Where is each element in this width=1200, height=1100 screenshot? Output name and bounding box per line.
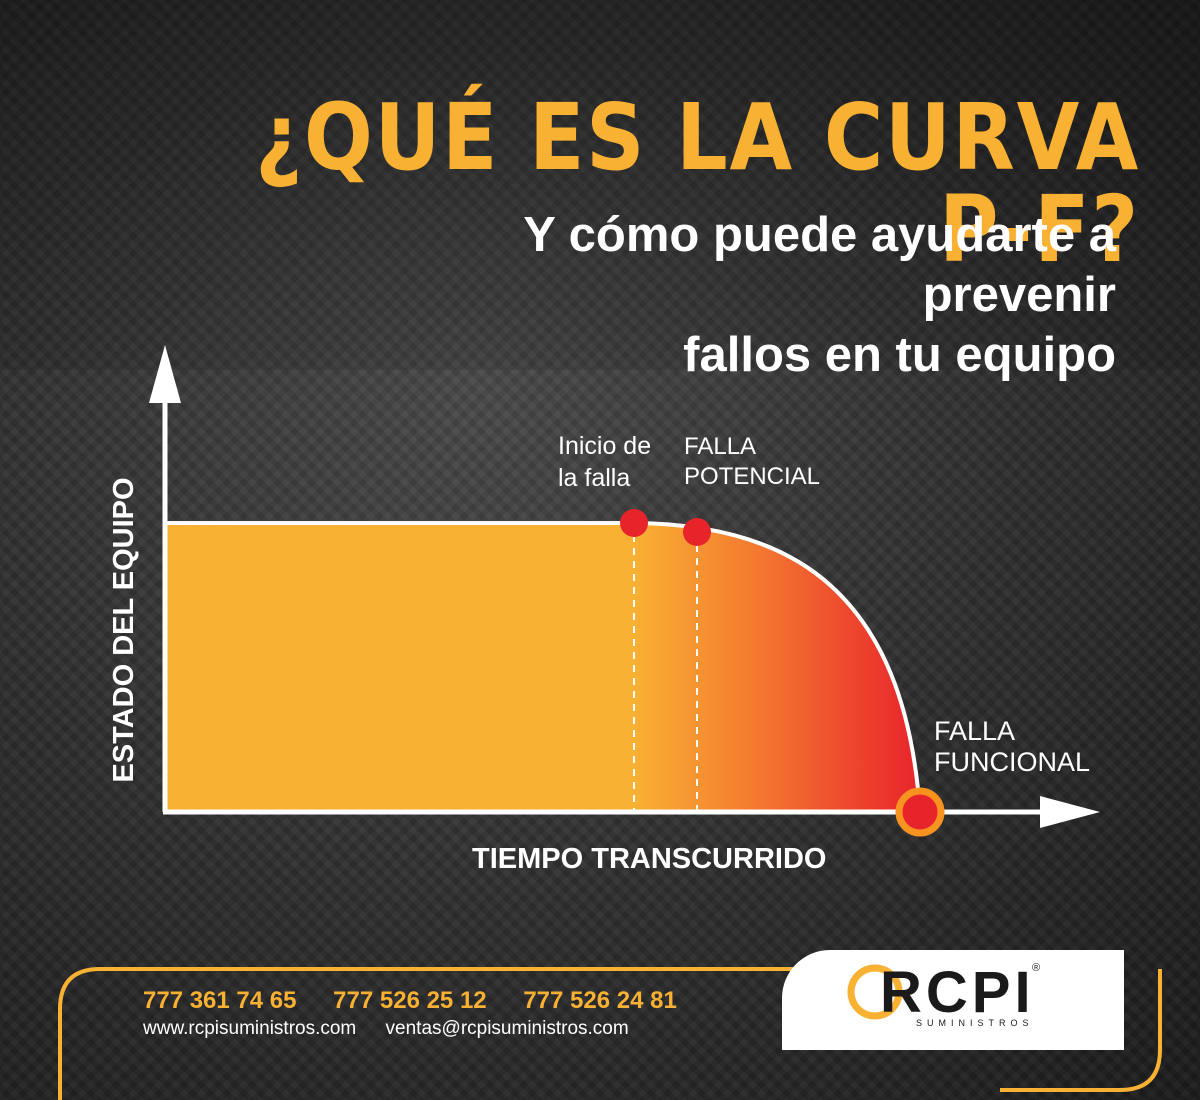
subtitle-line-2: fallos en tu equipo <box>683 328 1116 382</box>
website-link[interactable]: www.rcpisuministros.com <box>143 1018 357 1039</box>
phone-list: 777 361 74 65 777 526 25 12 777 526 24 8… <box>143 987 707 1015</box>
phone-number-2[interactable]: 777 526 25 12 <box>333 987 487 1014</box>
falla-funcional-label-2: FUNCIONAL <box>934 747 1090 777</box>
subtitle-line-1: Y cómo puede ayudarte a prevenir <box>523 208 1116 322</box>
footer-outline <box>58 967 1162 1100</box>
falla-funcional-marker <box>895 787 945 837</box>
logo-registered-mark: ® <box>1032 962 1041 974</box>
falla-potencial-label-2: POTENCIAL <box>684 463 820 490</box>
email-link[interactable]: ventas@rcpisuministros.com <box>385 1018 629 1039</box>
y-axis-label: ESTADO DEL EQUIPO <box>108 477 140 782</box>
logo-card <box>782 950 1124 1050</box>
contact-list: www.rcpisuministros.com ventas@rcpisumin… <box>143 1018 653 1040</box>
x-axis-arrow <box>1040 796 1100 828</box>
y-axis-arrow <box>149 345 181 403</box>
falla-potencial-marker <box>683 518 711 546</box>
phone-number-3[interactable]: 777 526 24 81 <box>523 987 677 1014</box>
page-subtitle: Y cómo puede ayudarte a prevenir fallos … <box>356 205 1116 385</box>
falla-potencial-label-1: FALLA <box>684 433 756 460</box>
phone-number-1[interactable]: 777 361 74 65 <box>143 987 297 1014</box>
logo-subtext: SUMINISTROS <box>916 1018 1034 1028</box>
inicio-falla-label-1: Inicio de <box>558 432 651 460</box>
x-axis-label: TIEMPO TRANSCURRIDO <box>472 843 826 875</box>
header-band <box>0 0 1200 370</box>
inicio-falla-marker <box>620 509 648 537</box>
page-title: ¿QUÉ ES LA CURVA P-F? <box>255 84 1140 283</box>
logo-wordmark: RCPI <box>880 960 1035 1025</box>
falla-funcional-label-1: FALLA <box>934 716 1015 746</box>
logo-emblem-icon <box>847 964 903 1020</box>
pf-curve-area <box>165 523 920 812</box>
inicio-falla-label-2: la falla <box>558 464 630 492</box>
